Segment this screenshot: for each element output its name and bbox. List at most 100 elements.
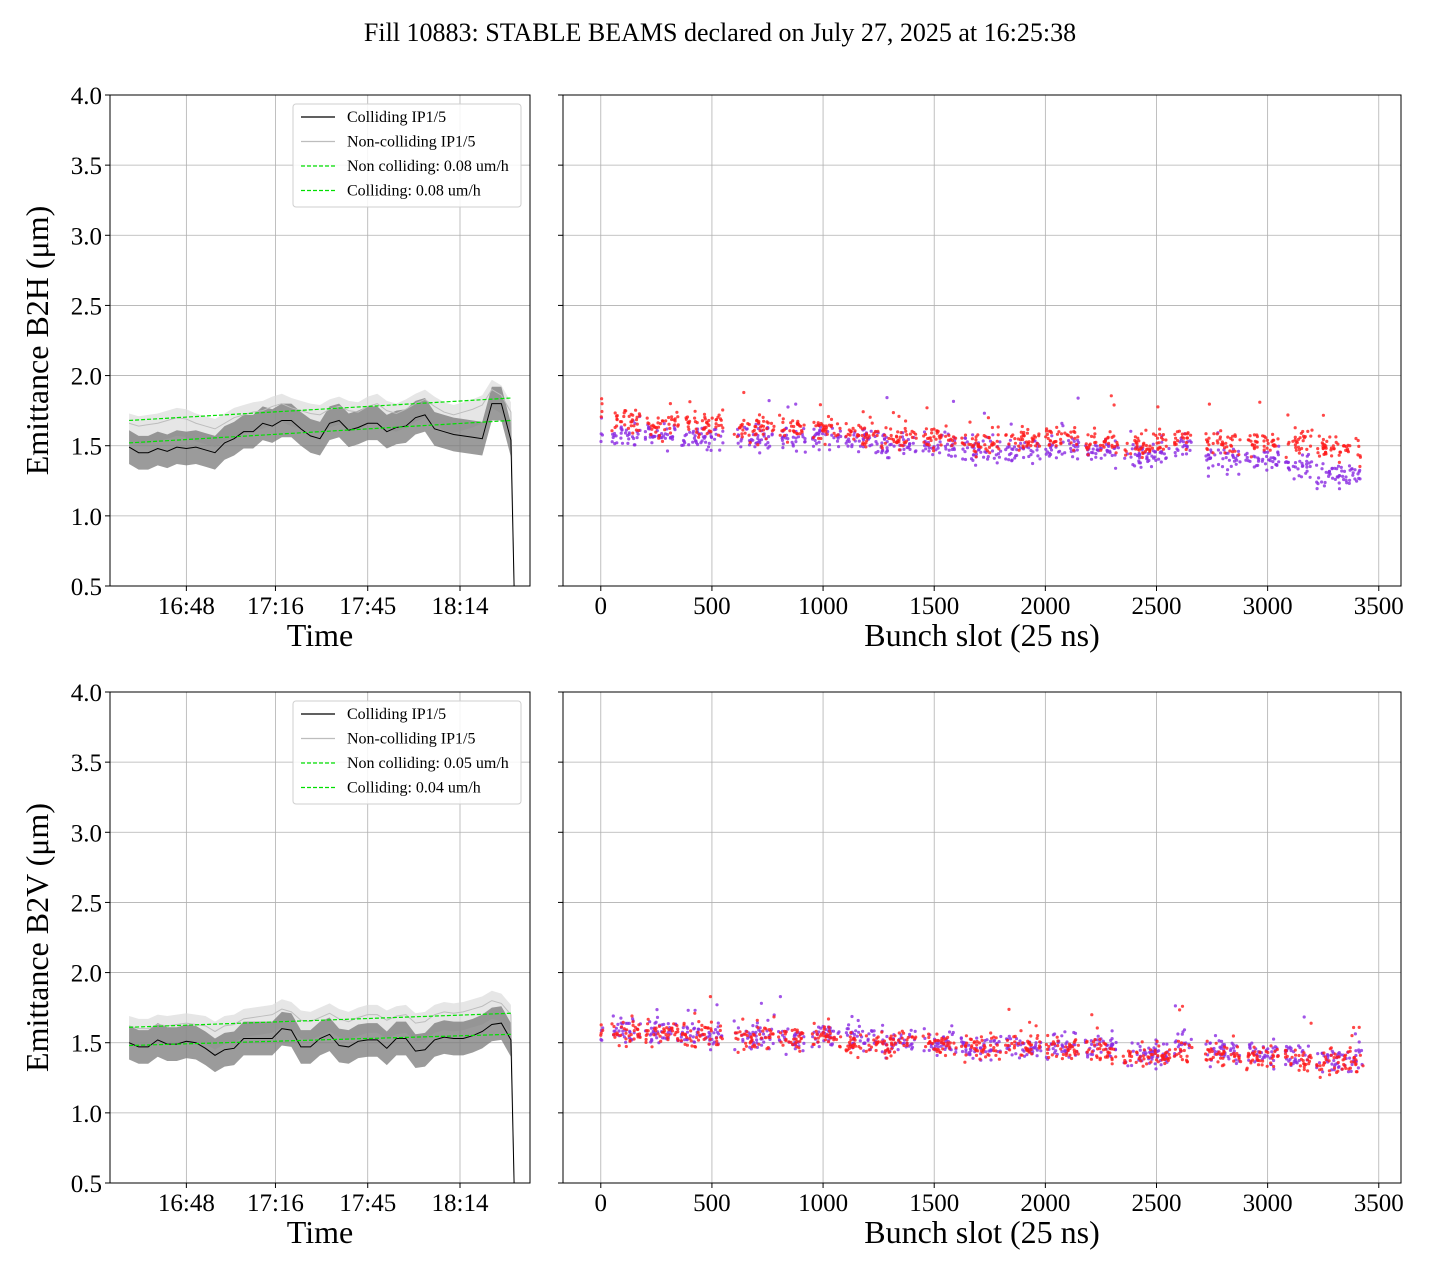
top-right-point — [1206, 466, 1211, 470]
top-right-point — [1305, 465, 1309, 469]
bottom-right-point — [709, 1048, 713, 1052]
bottom-right-point — [1134, 1060, 1138, 1064]
bottom-right-point — [1246, 1051, 1251, 1055]
bottom-right-point — [736, 1026, 741, 1030]
bottom-right-point — [936, 1038, 940, 1043]
bottom-right-point — [1035, 1054, 1039, 1058]
top-right-point — [929, 438, 933, 443]
bottom-right-point — [784, 1052, 788, 1056]
bottom-right-point — [1344, 1066, 1348, 1070]
bottom-right-point — [995, 1043, 999, 1047]
bottom-right-point — [658, 1034, 662, 1038]
top-right-point — [742, 390, 746, 395]
bottom-right-point — [1165, 1042, 1169, 1046]
bottom-right-point — [850, 1014, 854, 1019]
bottom-right-point — [1249, 1059, 1253, 1063]
bottom-right-point — [1142, 1057, 1146, 1061]
top-right-point — [757, 421, 761, 425]
bottom-right-point — [1130, 1041, 1134, 1045]
top-right-point — [858, 444, 863, 448]
bottom-right-point — [744, 1041, 748, 1045]
top-right-point — [853, 429, 857, 433]
top-right-point — [944, 424, 948, 428]
bottom-right-point — [896, 1048, 900, 1052]
top-right-point — [990, 425, 995, 430]
top-right-point — [635, 422, 639, 426]
top-right-point — [1339, 465, 1343, 469]
top-right-point — [1321, 437, 1325, 442]
top-right-point — [914, 432, 918, 436]
top-right-point — [799, 424, 803, 428]
bottom-right-point — [599, 1031, 603, 1035]
top-right-point — [864, 445, 868, 449]
top-right-point — [904, 419, 908, 423]
bottom-right-point — [1302, 1051, 1306, 1055]
top-right-point — [1315, 487, 1319, 491]
top-right-point — [960, 436, 964, 440]
top-right-point — [1173, 432, 1177, 436]
top-right-point — [635, 436, 639, 440]
top-right-point — [913, 450, 917, 454]
top-right-point — [971, 444, 975, 449]
bottom-right-point — [1261, 1046, 1266, 1050]
bottom-right-point — [628, 1029, 632, 1033]
bottom-right-point — [636, 1035, 640, 1039]
top-right-point — [969, 457, 974, 461]
bottom-right-point — [1179, 1041, 1184, 1045]
top-right-point — [930, 428, 934, 432]
bottom-right-point — [874, 1043, 878, 1047]
top-right-point — [660, 439, 665, 443]
top-right-point — [931, 446, 936, 450]
bottom-right-point — [994, 1036, 998, 1040]
bottom-right-point — [935, 1042, 939, 1046]
bottom-right-point — [1347, 1067, 1351, 1071]
top-right-point — [619, 426, 623, 430]
top-right-point — [627, 432, 631, 436]
bottom-right-point — [1353, 1032, 1357, 1036]
bottom-right-point — [1099, 1050, 1103, 1054]
top-right-point — [781, 442, 785, 446]
bottom-right-point — [1288, 1045, 1292, 1049]
top-right-point — [897, 448, 902, 452]
bottom-right-point — [761, 1032, 766, 1036]
top-right-point — [1048, 439, 1052, 443]
top-right-point — [983, 443, 987, 447]
bottom-right-point — [1222, 1043, 1226, 1047]
top-right-point — [1263, 462, 1268, 466]
top-right-point — [721, 429, 725, 433]
top-right-point — [1209, 456, 1213, 460]
bottom-right-point — [932, 1047, 936, 1051]
top-right-point — [1229, 436, 1233, 440]
top-right-point — [836, 436, 840, 440]
top-right-point — [1004, 457, 1008, 461]
bottom-right-point — [779, 1040, 783, 1044]
top-right-point — [1029, 448, 1033, 453]
bottom-right-point — [1214, 1041, 1218, 1045]
bottom-right-point — [694, 1035, 699, 1040]
top-right-point — [1342, 477, 1346, 482]
bottom-right-point — [1270, 1056, 1274, 1060]
bottom-right-point — [621, 1029, 625, 1033]
top-right-point — [1007, 442, 1011, 446]
bottom-right-point — [889, 1054, 893, 1058]
bottom-right-point — [1361, 1064, 1365, 1068]
top-right-point — [1060, 452, 1064, 456]
top-right-point — [995, 461, 999, 465]
top-right-point — [673, 423, 677, 427]
bottom-right-point — [1275, 1047, 1279, 1052]
bottom-left-ytick-label: 1.5 — [71, 1031, 102, 1058]
bottom-right-point — [667, 1033, 671, 1037]
top-right-point — [974, 452, 979, 456]
top-right-point — [660, 436, 664, 440]
bottom-right-point — [1289, 1062, 1293, 1067]
top-right-point — [600, 409, 604, 414]
bottom-right-point — [1332, 1066, 1337, 1070]
top-right-point — [636, 432, 640, 436]
top-right-point — [789, 421, 793, 425]
bottom-right-point — [1332, 1058, 1336, 1063]
bottom-right-point — [1123, 1061, 1128, 1065]
top-right-point — [749, 437, 754, 442]
bottom-right-point — [823, 1038, 828, 1042]
bottom-right-point — [653, 1021, 657, 1025]
top-right-point — [949, 437, 953, 441]
